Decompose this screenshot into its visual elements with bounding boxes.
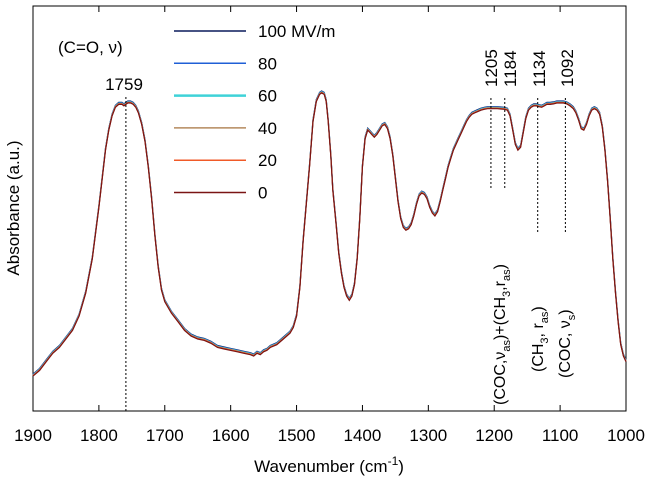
x-axis-ticks: 1900 1800 1700 1600 1500 1400 1300 1200 1100 1000 (14, 6, 645, 445)
x-axis-label: Wavenumber (cm-1) (254, 454, 404, 476)
x-tick-label: 1200 (475, 426, 513, 445)
annotation-band-coc-ch3: (COC,νas)+(CH3,ras) (492, 264, 513, 405)
peak-label-1134: 1134 (530, 50, 549, 87)
peak-label-1184: 1184 (501, 50, 520, 87)
x-tick-label: 1800 (80, 426, 118, 445)
annotation-band-ch3: (CH3, ras) (530, 306, 551, 372)
peak-label-1759: 1759 (105, 75, 143, 94)
plot-frame (32, 5, 627, 412)
x-tick-label: 1400 (344, 426, 382, 445)
legend-label: 80 (258, 54, 277, 73)
peak-label-1205: 1205 (482, 49, 501, 87)
annotation-band-coc-s: (COC, νs) (557, 309, 578, 378)
legend: 100 MV/m 80 60 40 20 0 (174, 22, 335, 203)
x-tick-label: 1300 (409, 426, 447, 445)
x-tick-label: 1600 (212, 426, 250, 445)
x-tick-label: 1900 (14, 426, 52, 445)
x-tick-label: 1700 (146, 426, 184, 445)
y-axis-label: Absorbance (a.u.) (4, 140, 23, 275)
legend-label: 0 (258, 184, 267, 203)
legend-label: 40 (258, 119, 277, 138)
annotation-carbonyl: (C=O, ν) (58, 38, 123, 57)
spectrum-line-5 (32, 92, 627, 377)
legend-label: 20 (258, 151, 277, 170)
peak-marker-lines (125, 97, 566, 411)
x-tick-label: 1100 (542, 426, 579, 445)
x-tick-label: 1000 (607, 426, 645, 445)
legend-label: 60 (258, 87, 277, 106)
legend-label: 100 MV/m (258, 22, 335, 41)
x-tick-label: 1500 (278, 426, 316, 445)
peak-label-1092: 1092 (558, 49, 577, 87)
spectra-group (32, 90, 627, 377)
